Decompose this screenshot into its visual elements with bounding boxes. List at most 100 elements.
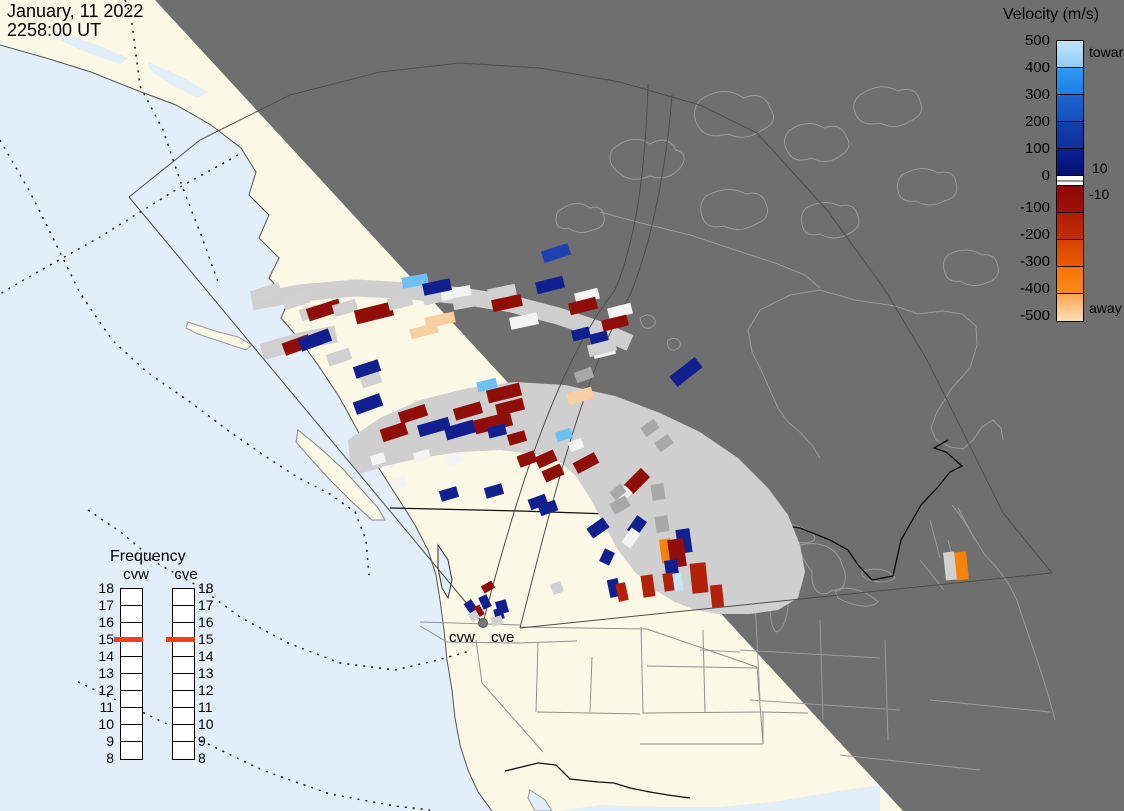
velocity-cell-dkred	[601, 314, 629, 332]
colorbar-segment-away	[1057, 267, 1083, 294]
velocity-cell-dgs	[573, 366, 595, 384]
velocity-cell-navy	[416, 416, 452, 438]
velocity-cells	[249, 242, 969, 627]
colorbar-zero-band	[1057, 176, 1083, 186]
freq-marker-cve	[166, 637, 195, 642]
velocity-cell-dkred	[485, 382, 523, 404]
velocity-cell-white	[567, 437, 585, 453]
velocity-cell-white	[574, 287, 600, 305]
velocity-cell-navy	[570, 326, 592, 342]
island-haida-gwaii	[185, 321, 253, 351]
freq-bar-cell	[173, 589, 194, 606]
velocity-cell-dkred	[516, 450, 538, 468]
freq-tick-label: 9	[106, 733, 114, 749]
colorbar-tick-label: 200	[1024, 113, 1050, 130]
puget-sound	[437, 543, 453, 600]
freq-bar-cell	[121, 742, 142, 759]
velocity-cell-dgs	[650, 483, 666, 501]
site-label-cve: cve	[491, 629, 515, 646]
freq-tick-label: 14	[98, 648, 114, 664]
freq-bar-cell	[121, 606, 142, 623]
colorbar-tick-label: 400	[1024, 59, 1050, 76]
freq-bar-cell	[121, 657, 142, 674]
velocity-cell-blue	[540, 242, 572, 264]
velocity-cell-red	[662, 572, 676, 592]
velocity-cell-gs	[490, 615, 504, 627]
velocity-cell-gs	[281, 289, 311, 311]
frequency-panel-title: Frequency	[110, 548, 186, 565]
threshold-minus10-label: -10	[1089, 186, 1110, 202]
velocity-cell-navy	[586, 517, 610, 539]
velocity-cell-dkred	[452, 401, 484, 421]
velocity-cell-dkred	[353, 301, 395, 325]
freq-tick-label: 9	[198, 733, 206, 749]
fov-inner-edge-1	[482, 83, 649, 624]
velocity-cell-red	[640, 574, 656, 598]
velocity-cell-navy	[537, 499, 559, 517]
colorbar-segment-toward	[1057, 41, 1083, 68]
velocity-cell-white	[369, 452, 387, 466]
colorbar-tick-label: -200	[1019, 226, 1050, 243]
colorbar-segment-away	[1057, 240, 1083, 267]
freq-tick-label: 14	[198, 648, 214, 664]
velocity-cell-gs	[487, 283, 517, 301]
velocity-cell-dgs	[654, 433, 674, 453]
velocity-cell-dkred	[379, 421, 409, 443]
ground-scatter-main-band	[348, 382, 805, 614]
velocity-cell-dkred	[572, 452, 600, 474]
colorbar-tick-label: 300	[1024, 86, 1050, 103]
freq-bar-cell	[173, 725, 194, 742]
freq-tick-label: 8	[198, 750, 206, 766]
freq-bar-cell	[121, 725, 142, 742]
fov-arc	[128, 62, 1053, 574]
geomagnetic-grid	[0, 0, 471, 811]
velocity-cell-dgs	[609, 495, 631, 515]
velocity-cell-white	[444, 451, 464, 467]
inlet	[148, 62, 208, 98]
velocity-cell-navy	[297, 328, 333, 352]
freq-bar-cell	[121, 674, 142, 691]
fov-left-edge	[128, 196, 484, 624]
velocity-cell-dgs	[640, 418, 660, 438]
velocity-cell-skyblue	[554, 427, 574, 443]
velocity-cell-gs	[249, 282, 283, 304]
velocity-cell-navy	[478, 594, 492, 610]
velocity-cell-dkred	[567, 296, 599, 316]
freq-tick-label: 8	[106, 750, 114, 766]
freq-tick-label: 10	[198, 716, 214, 732]
colorbar-tick-label: -500	[1019, 307, 1050, 324]
freq-tick-label: 18	[98, 580, 114, 596]
colorbar-segment-toward	[1057, 68, 1083, 95]
threshold-10-label: 10	[1092, 160, 1108, 176]
state-borders-day	[419, 621, 809, 753]
velocity-cell-white	[390, 476, 408, 490]
velocity-cell-navy	[669, 357, 703, 387]
freq-tick-label: 11	[99, 699, 114, 715]
colorbar-segment-toward	[1057, 149, 1083, 176]
velocity-cell-white	[607, 302, 633, 320]
freq-bar-cell	[173, 708, 194, 725]
freq-tick-label: 16	[198, 614, 214, 630]
velocity-cell-gs	[359, 371, 383, 389]
velocity-cell-navy	[599, 548, 615, 566]
freq-bar-cell	[173, 657, 194, 674]
velocity-cell-navy	[352, 359, 382, 379]
colorbar-tick-label: 500	[1024, 32, 1050, 49]
away-label: away	[1089, 300, 1122, 316]
velocity-cell-red	[709, 584, 725, 608]
velocity-cell-dkred	[534, 449, 558, 469]
freq-bar-cell	[173, 742, 194, 759]
site-label-cvw: cvw	[449, 629, 475, 646]
freq-bar-cell	[173, 674, 194, 691]
velocity-cell-paleblue	[672, 572, 684, 592]
freq-bar-cell	[121, 691, 142, 708]
freq-marker-cvw	[114, 637, 143, 642]
radar-site-dot	[478, 618, 488, 628]
velocity-cell-dkred	[506, 430, 528, 446]
freq-tick-label: 11	[198, 699, 213, 715]
freq-bar-cell	[121, 589, 142, 606]
colorbar-segment-toward	[1057, 95, 1083, 122]
colorbar-segment-away	[1057, 186, 1083, 213]
timestamp: January, 11 2022 2258:00 UT	[7, 2, 143, 40]
